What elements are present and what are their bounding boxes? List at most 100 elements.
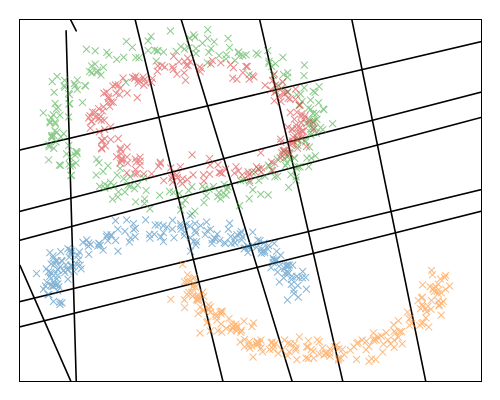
series-0-point [265, 57, 273, 66]
series-0-point [222, 55, 230, 63]
series-2-point [96, 241, 105, 249]
series-1-point [281, 90, 289, 98]
series-1-point [297, 134, 306, 142]
series-1-point [245, 176, 254, 185]
series-2-point [85, 250, 93, 259]
series-0-point [48, 77, 56, 86]
series-1-point [130, 170, 139, 178]
series-1-point [218, 169, 226, 178]
series-3-point [378, 348, 387, 356]
series-1-point [114, 81, 123, 89]
series-3-point [206, 327, 214, 335]
series-3-point [302, 354, 310, 362]
plot-frame [19, 19, 482, 382]
series-0-point [215, 51, 223, 60]
series-2-point [252, 243, 261, 251]
series-1-point [97, 144, 106, 152]
series-2-point [126, 234, 135, 242]
series-1-point [205, 170, 214, 178]
series-0-point [93, 66, 102, 75]
series-1-point [112, 89, 120, 97]
series-2-point [191, 219, 199, 228]
series-0-point [246, 178, 254, 187]
series-0-point [147, 32, 155, 41]
series-0-point [72, 159, 80, 167]
series-1-point [123, 143, 131, 151]
series-0-point [205, 48, 213, 56]
series-0-point [281, 161, 290, 170]
series-2-point [213, 230, 221, 238]
series-2-point [273, 256, 281, 264]
series-3-point [365, 342, 373, 351]
series-0-point [261, 172, 269, 180]
series-0-point [165, 187, 174, 196]
series-0-point [272, 87, 281, 96]
series-3-point [436, 275, 445, 283]
series-0-point [122, 78, 130, 86]
series-0-point [92, 171, 100, 179]
series-2-point [150, 230, 159, 238]
series-1-point [207, 60, 215, 68]
series-2-point [104, 237, 112, 245]
series-0-point [51, 127, 59, 135]
series-3-point [326, 345, 334, 353]
series-0-point [67, 171, 76, 179]
series-1-point [132, 158, 141, 166]
series-1-point [305, 118, 313, 126]
series-0-point [264, 46, 272, 55]
series-1-point [275, 92, 283, 101]
series-0-point [95, 159, 103, 167]
series-1-point [111, 81, 120, 89]
series-1-point [168, 63, 177, 71]
series-1-point [182, 61, 190, 69]
background-line-3 [180, 20, 293, 381]
series-0-point [104, 162, 112, 170]
series-0-point [235, 52, 243, 60]
series-1-point [130, 74, 139, 82]
series-1-point [243, 62, 251, 71]
series-2-point [49, 297, 58, 306]
series-3-point [416, 305, 425, 313]
series-0-point [70, 79, 79, 88]
series-0-point [131, 198, 140, 206]
plot-area [19, 19, 482, 382]
series-0-point [202, 192, 210, 200]
series-2-point [176, 220, 185, 228]
series-3-point [228, 324, 237, 332]
series-2-point [210, 234, 219, 242]
series-1-point [232, 163, 240, 171]
series-3-point [214, 326, 222, 335]
series-2-point [141, 216, 150, 224]
series-3-point [191, 283, 200, 291]
series-2-point [288, 261, 297, 269]
series-3-point [320, 351, 328, 359]
series-2-point [273, 268, 282, 276]
series-1-point [268, 166, 277, 175]
series-1-point [189, 171, 197, 179]
series-1-point [268, 76, 277, 85]
series-1-point [291, 85, 300, 93]
series-3-point [216, 308, 224, 316]
series-0-point [216, 195, 225, 203]
series-2-point [75, 248, 84, 256]
series-1-point [293, 135, 302, 144]
series-0-point [307, 128, 315, 137]
series-3-point [370, 334, 378, 343]
series-0-point [205, 185, 213, 193]
series-3-point [438, 299, 446, 308]
series-1-point [134, 76, 142, 84]
series-1-point [117, 157, 126, 165]
series-0-point [52, 105, 61, 113]
series-2-point [49, 254, 57, 262]
series-0-point [316, 123, 325, 132]
series-1-point [133, 169, 141, 178]
series-2-point [238, 233, 247, 241]
series-2-point [267, 263, 275, 272]
series-1-point [101, 142, 110, 150]
series-1-point [293, 144, 302, 152]
series-3-point [422, 314, 430, 322]
series-1-point [188, 151, 196, 159]
series-0-point [135, 54, 143, 62]
series-0-point [65, 99, 74, 108]
series-0-point [224, 34, 232, 43]
